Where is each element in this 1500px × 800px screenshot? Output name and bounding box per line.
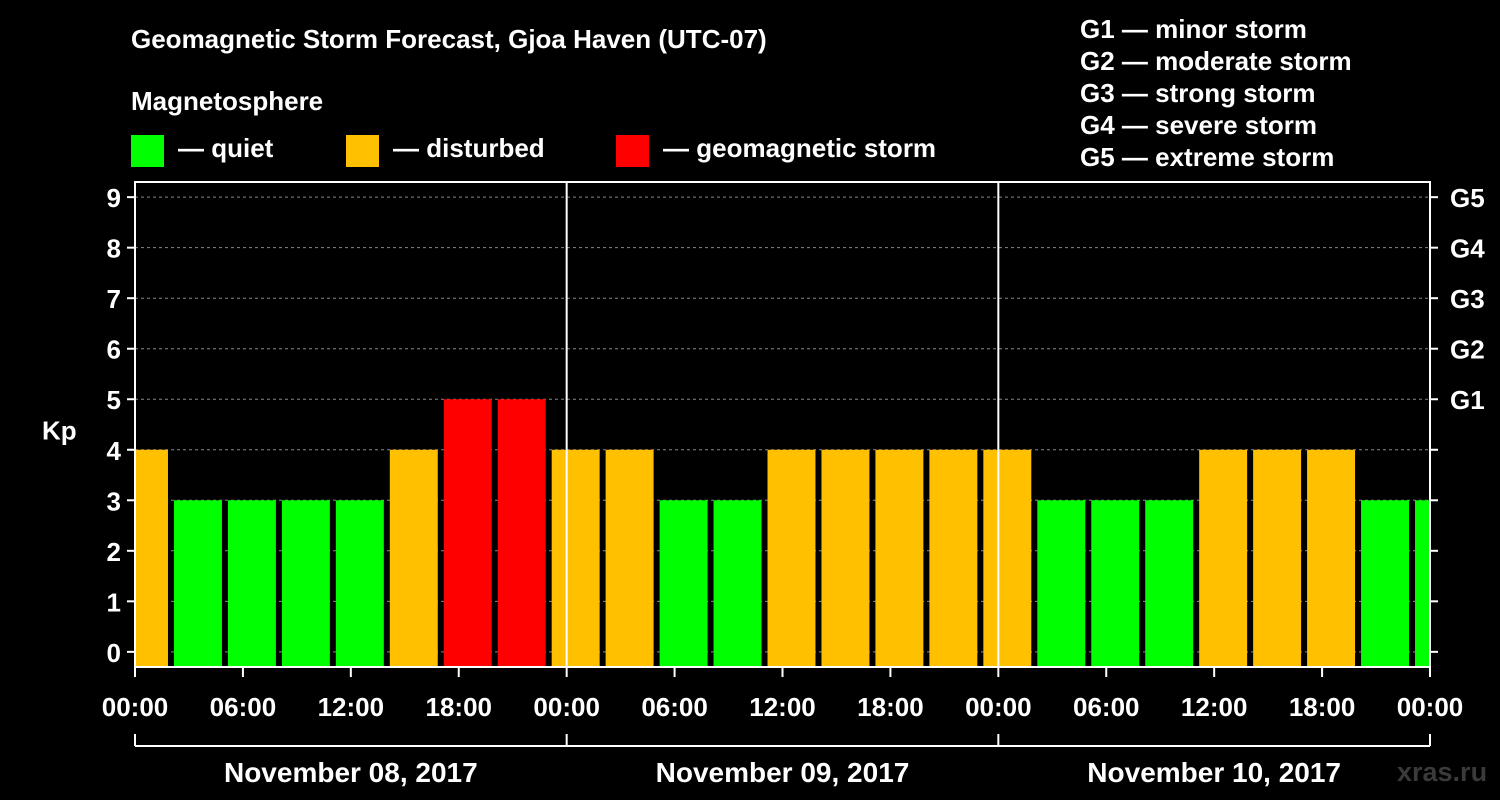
legend-swatch-disturbed: [346, 135, 379, 167]
g-scale-label-g5: G5: [1450, 183, 1485, 213]
x-tick-label-8: 00:00: [965, 692, 1032, 722]
x-tick-label-5: 06:00: [641, 692, 708, 722]
y-tick-label-9: 9: [107, 183, 121, 213]
x-tick-label-0: 00:00: [102, 692, 169, 722]
kp-bar-16: [929, 449, 978, 667]
kp-bar-20: [1145, 500, 1194, 667]
magnetosphere-title: Magnetosphere: [131, 86, 324, 116]
kp-bar-4: [281, 500, 330, 667]
x-tick-label-4: 00:00: [533, 692, 600, 722]
storm-scale-g1: G1 — minor storm: [1080, 14, 1307, 44]
kp-bar-11: [659, 500, 708, 667]
x-tick-label-3: 18:00: [426, 692, 493, 722]
legend-label-disturbed: — disturbed: [393, 133, 545, 163]
y-tick-label-7: 7: [107, 284, 121, 314]
kp-bar-25: [1415, 500, 1430, 667]
kp-bar-7: [443, 399, 492, 667]
kp-bar-23: [1307, 449, 1356, 667]
y-axis-label: Kp: [42, 416, 77, 446]
legend-swatch-storm: [616, 135, 649, 167]
y-tick-label-5: 5: [107, 385, 121, 415]
kp-bar-21: [1199, 449, 1248, 667]
day-label-1: November 08, 2017: [224, 757, 478, 788]
legend-swatch-quiet: [131, 135, 164, 167]
kp-bar-3: [227, 500, 276, 667]
kp-bar-24: [1361, 500, 1410, 667]
storm-scale-g4: G4 — severe storm: [1080, 110, 1318, 140]
g-scale-label-g1: G1: [1450, 385, 1485, 415]
day-label-3: November 10, 2017: [1087, 757, 1341, 788]
kp-bar-19: [1091, 500, 1140, 667]
x-tick-label-12: 00:00: [1397, 692, 1464, 722]
y-tick-label-4: 4: [107, 436, 122, 466]
y-tick-label-0: 0: [107, 638, 121, 668]
legend-label-quiet: — quiet: [178, 133, 274, 163]
y-tick-label-6: 6: [107, 335, 121, 365]
y-tick-label-1: 1: [107, 587, 121, 617]
kp-bar-10: [605, 449, 654, 667]
storm-scale-g3: G3 — strong storm: [1080, 78, 1316, 108]
g-scale-label-g3: G3: [1450, 284, 1485, 314]
x-tick-label-2: 12:00: [318, 692, 385, 722]
kp-bar-12: [713, 500, 762, 667]
kp-bar-13: [767, 449, 816, 667]
chart-title: Geomagnetic Storm Forecast, Gjoa Haven (…: [131, 24, 767, 54]
kp-bar-2: [173, 500, 222, 667]
x-tick-label-1: 06:00: [210, 692, 277, 722]
storm-scale-g5: G5 — extreme storm: [1080, 142, 1335, 172]
g-scale-label-g4: G4: [1450, 234, 1485, 264]
kp-bar-15: [875, 449, 924, 667]
kp-bar-1: [135, 449, 168, 667]
kp-bar-14: [821, 449, 870, 667]
kp-bar-9: [551, 449, 600, 667]
y-tick-label-3: 3: [107, 486, 121, 516]
watermark: xras.ru: [1397, 757, 1488, 787]
kp-bar-8: [497, 399, 546, 667]
y-tick-label-2: 2: [107, 537, 121, 567]
x-tick-label-7: 18:00: [857, 692, 924, 722]
g-scale-label-g2: G2: [1450, 335, 1485, 365]
kp-bar-18: [1037, 500, 1086, 667]
x-tick-label-10: 12:00: [1181, 692, 1248, 722]
x-tick-label-9: 06:00: [1073, 692, 1140, 722]
legend-label-storm: — geomagnetic storm: [663, 133, 937, 163]
kp-bar-6: [389, 449, 438, 667]
y-tick-label-8: 8: [107, 234, 121, 264]
storm-scale-g2: G2 — moderate storm: [1080, 46, 1352, 76]
kp-bar-5: [335, 500, 384, 667]
day-label-2: November 09, 2017: [656, 757, 910, 788]
x-tick-label-6: 12:00: [749, 692, 816, 722]
x-tick-label-11: 18:00: [1289, 692, 1356, 722]
kp-bar-22: [1253, 449, 1302, 667]
kp-bar-17: [983, 449, 1032, 667]
